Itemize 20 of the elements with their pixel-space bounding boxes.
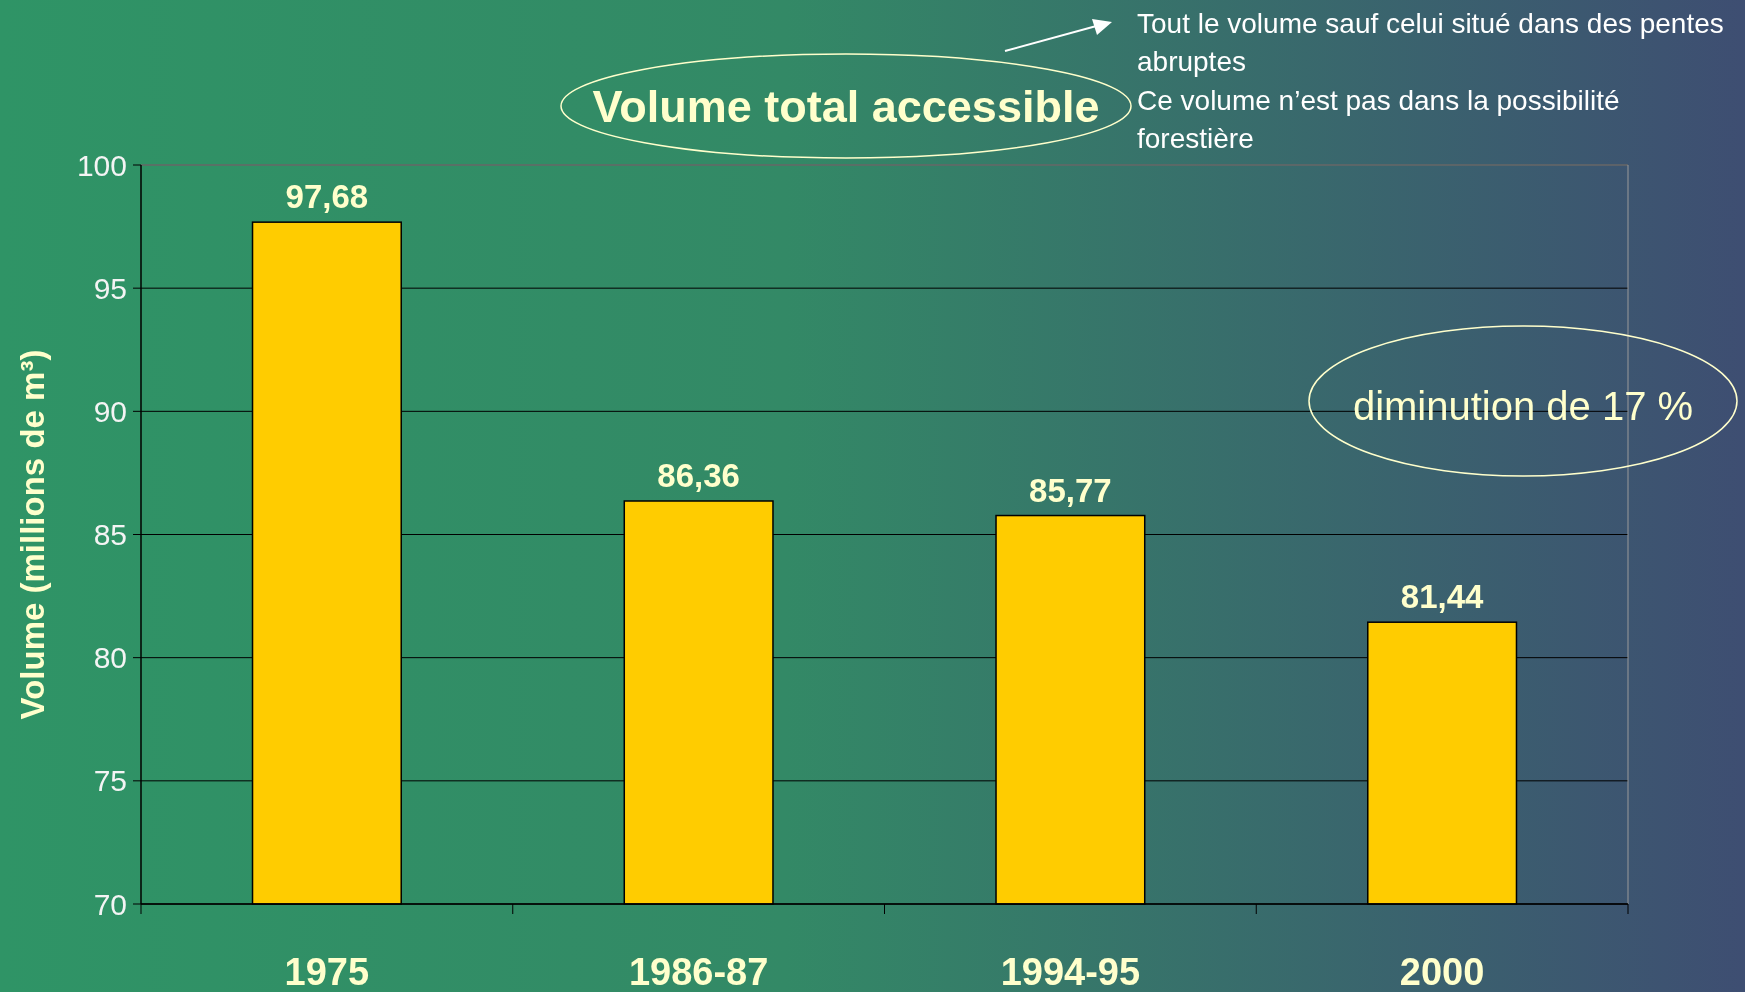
annotation: diminution de 17 % [1352, 384, 1694, 428]
y-tick-label: 80 [93, 641, 127, 675]
text: Ce volume n’est pas dans la possibilité forestière [1137, 84, 1620, 155]
data-label: 81,44 [1400, 578, 1485, 616]
data-label: 85,77 [1029, 471, 1112, 509]
y-tick-label: 100 [76, 148, 127, 182]
x-tick-label: 2000 [1399, 951, 1485, 992]
y-axis-title: Volume (millions de m³) [14, 349, 51, 720]
x-tick-label: 1986-87 [628, 951, 769, 992]
x-tick-label: 1975 [284, 951, 370, 992]
x-tick-label: 1994-95 [1000, 951, 1141, 992]
y-tick-label: 90 [93, 394, 127, 428]
data-label: 97,68 [285, 178, 369, 216]
chart-title: Volume total accessible [592, 80, 1100, 132]
y-tick-label: 75 [93, 764, 127, 798]
y-tick-label: 70 [93, 887, 127, 921]
y-tick-label: 95 [93, 271, 127, 305]
text: Tout le volume sauf celui situé dans des pentes abruptes [1137, 7, 1724, 78]
data-label: 86,36 [657, 457, 740, 494]
y-tick-label: 85 [93, 518, 127, 551]
